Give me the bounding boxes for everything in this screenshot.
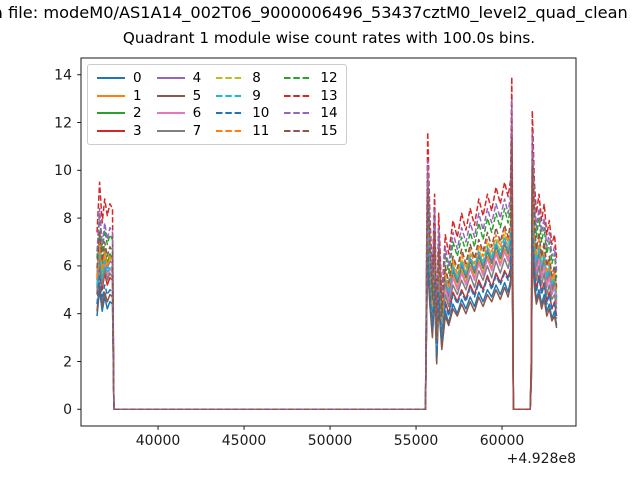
legend-label: 1	[133, 87, 142, 104]
series-line-14	[96, 97, 558, 411]
y-tick-label: 2	[63, 354, 72, 370]
legend-line-sample	[216, 112, 245, 115]
legend-label: 15	[320, 122, 338, 139]
legend-line-sample	[284, 77, 313, 80]
y-tick-label: 0	[63, 402, 72, 418]
legend-line-sample	[97, 112, 125, 115]
legend-label: 14	[320, 105, 338, 122]
legend-entry-12: 12	[283, 70, 338, 87]
x-tick-label: 45000	[222, 433, 267, 449]
legend-line-sample	[284, 94, 313, 97]
legend-entry-6: 6	[156, 105, 202, 122]
legend-column: 8 9 10 11	[215, 71, 269, 138]
legend-line-sample	[284, 112, 313, 115]
x-axis-offset-label: +4.928e8	[507, 451, 576, 467]
series-line-10	[96, 207, 558, 411]
legend-line-sample	[284, 129, 313, 132]
series-line-6	[96, 176, 558, 411]
y-tick-label: 14	[54, 68, 72, 84]
legend-entry-11: 11	[215, 124, 269, 139]
legend-line-sample	[156, 94, 185, 97]
legend-label: 5	[192, 87, 202, 104]
legend-label: 11	[252, 122, 270, 139]
legend-entry-3: 3	[96, 124, 142, 139]
legend-entry-5: 5	[156, 87, 202, 104]
x-tick-label: 55000	[394, 433, 439, 449]
legend-label: 10	[252, 105, 270, 122]
y-tick-label: 10	[54, 163, 72, 179]
y-tick-label: 6	[63, 259, 72, 275]
axes-frame	[80, 57, 577, 427]
legend-label: 7	[192, 122, 202, 139]
legend-column: 12 13 14 15	[283, 70, 338, 139]
axes-title: Quadrant 1 module wise count rates with …	[122, 29, 536, 47]
legend-label: 3	[133, 122, 142, 139]
legend-entry-14: 14	[283, 105, 338, 122]
x-tick-label: 60000	[480, 433, 525, 449]
legend-line-sample	[97, 94, 125, 97]
legend-entry-7: 7	[156, 122, 202, 139]
legend-line-sample	[216, 77, 245, 80]
legend: 0 1 2 3 4 5 6 7 8 9 10 11 12 13 14 15	[87, 64, 347, 145]
y-tick-label: 4	[63, 306, 72, 322]
legend-line-sample	[156, 129, 185, 132]
series-line-15	[96, 138, 558, 411]
series-line-8	[96, 152, 558, 411]
legend-entry-10: 10	[215, 106, 269, 121]
legend-label: 13	[320, 87, 338, 104]
series-line-2	[96, 164, 558, 411]
legend-entry-0: 0	[96, 71, 142, 86]
legend-label: 6	[192, 105, 202, 122]
legend-entry-4: 4	[156, 70, 202, 87]
legend-label: 12	[320, 70, 338, 87]
legend-line-sample	[216, 129, 245, 132]
legend-line-sample	[97, 129, 125, 132]
legend-entry-1: 1	[96, 89, 142, 104]
x-tick-label: 50000	[308, 433, 353, 449]
legend-label: 8	[252, 70, 261, 87]
legend-line-sample	[216, 94, 245, 97]
legend-line-sample	[156, 77, 185, 80]
legend-entry-15: 15	[283, 122, 338, 139]
x-tick-label: 40000	[136, 433, 181, 449]
legend-entry-9: 9	[215, 89, 269, 104]
series-line-12	[96, 114, 558, 411]
legend-entry-8: 8	[215, 71, 269, 86]
series-line-7	[96, 188, 558, 411]
legend-label: 2	[133, 105, 142, 122]
legend-label: 0	[133, 70, 142, 87]
legend-line-sample	[156, 112, 185, 115]
legend-label: 4	[192, 70, 202, 87]
legend-entry-13: 13	[283, 87, 338, 104]
series-line-13	[96, 76, 558, 411]
legend-line-sample	[97, 77, 125, 80]
legend-label: 9	[252, 87, 261, 104]
figure-title: a file: modeM0/AS1A14_002T06_9000006496_…	[0, 3, 628, 22]
y-tick-label: 8	[63, 211, 72, 227]
y-tick-label: 12	[54, 115, 72, 131]
legend-entry-2: 2	[96, 106, 142, 121]
